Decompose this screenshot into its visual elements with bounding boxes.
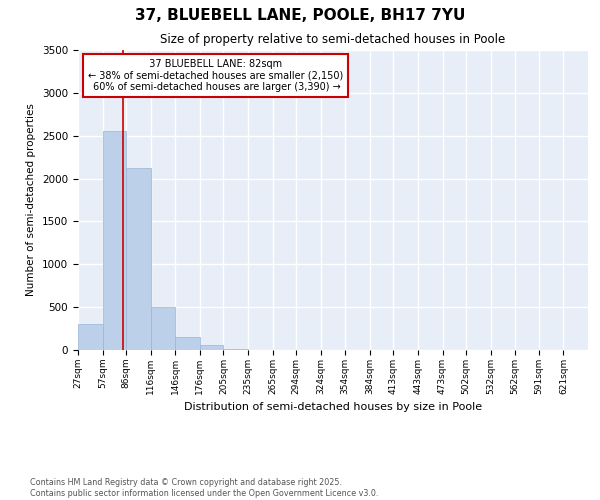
Bar bbox=[78, 324, 103, 350]
Text: 37, BLUEBELL LANE, POOLE, BH17 7YU: 37, BLUEBELL LANE, POOLE, BH17 7YU bbox=[135, 8, 465, 22]
Title: Size of property relative to semi-detached houses in Poole: Size of property relative to semi-detach… bbox=[160, 33, 506, 46]
X-axis label: Distribution of semi-detached houses by size in Poole: Distribution of semi-detached houses by … bbox=[184, 402, 482, 412]
Text: 37 BLUEBELL LANE: 82sqm  
← 38% of semi-detached houses are smaller (2,150)
 60%: 37 BLUEBELL LANE: 82sqm ← 38% of semi-de… bbox=[88, 59, 343, 92]
Bar bbox=[175, 336, 200, 350]
Bar bbox=[103, 132, 126, 350]
Bar bbox=[223, 349, 248, 350]
Y-axis label: Number of semi-detached properties: Number of semi-detached properties bbox=[26, 104, 37, 296]
Bar bbox=[126, 168, 151, 350]
Bar bbox=[200, 345, 223, 350]
Text: Contains HM Land Registry data © Crown copyright and database right 2025.
Contai: Contains HM Land Registry data © Crown c… bbox=[30, 478, 379, 498]
Bar bbox=[151, 307, 175, 350]
